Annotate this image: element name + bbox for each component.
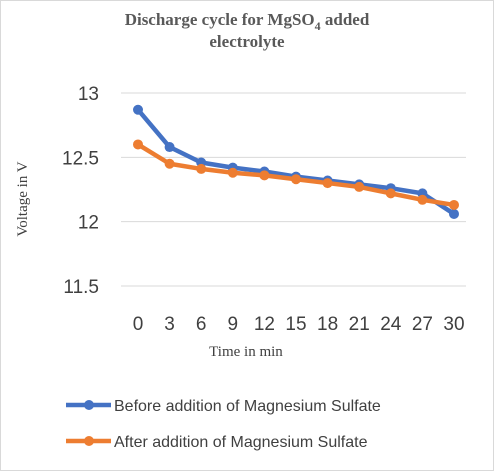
x-tick-label: 24 (380, 314, 402, 335)
data-point (449, 208, 459, 219)
chart-title-main: Discharge cycle for MgSO (125, 10, 315, 29)
x-tick-label: 30 (443, 314, 464, 335)
legend-marker (84, 436, 94, 446)
x-tick-label: 6 (196, 314, 207, 335)
series-0 (133, 104, 459, 219)
data-point (449, 199, 459, 210)
data-point (322, 178, 333, 189)
x-tick-label: 3 (164, 314, 175, 335)
data-point (164, 158, 175, 169)
x-tick-label: 12 (254, 314, 275, 335)
legend-label: Before addition of Magnesium Sulfate (114, 398, 381, 415)
x-axis-ticks: 0 3 6 9 12 15 18 21 24 27 30 (133, 314, 465, 335)
y-tick-label: 13 (78, 84, 99, 105)
chart-title-line1: Discharge cycle for MgSO4 added (125, 10, 370, 33)
x-tick-label: 21 (349, 314, 370, 335)
y-tick-label: 12.5 (62, 148, 99, 169)
series-layer (133, 104, 459, 219)
y-axis-title: Voltage in V (15, 161, 31, 236)
legend-item-1: After addition of Magnesium Sulfate (66, 434, 368, 451)
data-point (133, 139, 143, 150)
data-point (417, 194, 428, 205)
x-tick-label: 9 (228, 314, 239, 335)
data-point (354, 181, 365, 192)
data-point (385, 188, 396, 199)
legend-item-0: Before addition of Magnesium Sulfate (66, 398, 381, 415)
gridlines (121, 92, 466, 287)
legend: Before addition of Magnesium Sulfate Afte… (66, 398, 381, 451)
y-tick-label: 11.5 (63, 277, 99, 298)
data-point (259, 170, 270, 181)
legend-label: After addition of Magnesium Sulfate (114, 434, 368, 451)
x-tick-label: 0 (133, 314, 144, 335)
y-tick-label: 12 (78, 213, 99, 234)
y-axis-ticks: 11.5 12 12.5 13 (62, 84, 99, 298)
data-point (164, 142, 175, 153)
x-tick-label: 18 (317, 314, 338, 335)
x-axis-title: Time in min (209, 344, 283, 360)
data-point (227, 167, 238, 178)
x-tick-label: 27 (412, 314, 433, 335)
chart-title-tail: added (321, 10, 370, 29)
data-point (291, 174, 301, 185)
legend-marker (84, 400, 94, 410)
series-1 (133, 139, 459, 210)
x-tick-label: 15 (285, 314, 306, 335)
chart-title-subscript: 4 (315, 19, 321, 33)
data-point (133, 104, 143, 115)
chart-title-line2: electrolyte (209, 32, 285, 51)
data-point (196, 163, 207, 174)
